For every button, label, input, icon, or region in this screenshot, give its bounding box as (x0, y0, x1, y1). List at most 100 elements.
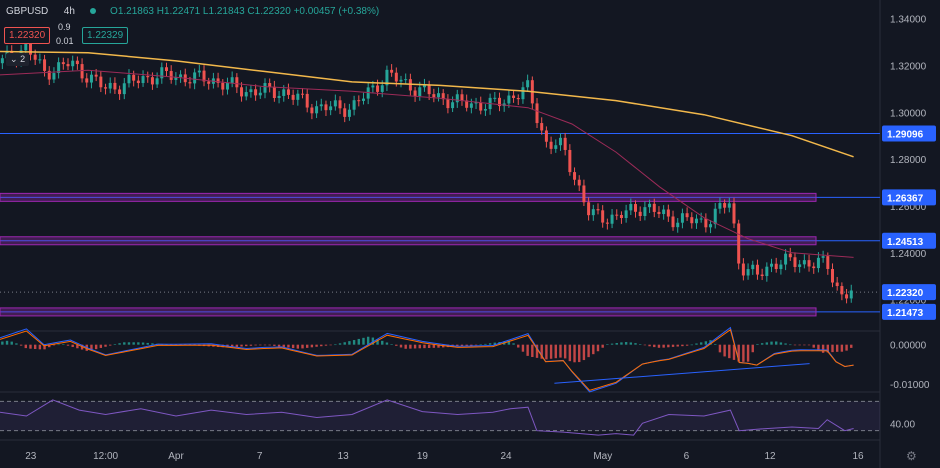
macd-histogram-bar (127, 342, 131, 345)
macd-histogram-bar (71, 344, 74, 347)
macd-histogram-bar (521, 344, 525, 352)
macd-histogram-bar (62, 344, 65, 346)
candle-body (615, 214, 619, 216)
rsi-line (0, 399, 854, 436)
candle-body (240, 87, 244, 97)
level-price-tag (882, 232, 936, 249)
candle-body (573, 172, 577, 180)
macd-histogram-bar (648, 344, 651, 347)
sell-button[interactable]: 1.22320 (4, 27, 51, 44)
macd-histogram-bar (357, 338, 360, 345)
macd-histogram-bar (118, 343, 121, 345)
macd-histogram-bar (760, 343, 764, 345)
candle-body (685, 213, 689, 218)
macd-histogram-bar (151, 343, 154, 345)
supply-demand-zone (0, 192, 817, 202)
candle-body (89, 74, 93, 83)
macd-histogram-bar (385, 342, 389, 345)
macd-histogram-bar (549, 344, 553, 359)
macd-histogram-bar (301, 344, 304, 349)
macd-histogram-bar (315, 344, 318, 347)
macd-histogram-bar (624, 342, 628, 345)
candle-body (61, 62, 65, 65)
macd-histogram-bar (803, 344, 806, 346)
indicator-count: 2 (20, 54, 26, 64)
macd-histogram-bar (320, 344, 323, 347)
time-axis[interactable]: 23 12:00 Apr 7 13 19 24 May 6 12 16 (25, 451, 864, 462)
indicators-toggle[interactable]: ⌄ 2 (6, 53, 30, 66)
macd-histogram-bar (779, 342, 783, 345)
candle-body (840, 286, 844, 295)
candle-body (540, 123, 544, 131)
macd-histogram-bar (413, 344, 417, 349)
macd-tick-label: 0.00000 (890, 341, 927, 352)
interval-label[interactable]: 4h (63, 6, 75, 17)
candle-body (230, 77, 234, 83)
macd-histogram-bar (517, 344, 520, 348)
macd-histogram-bar (554, 344, 557, 359)
candle-body (784, 253, 788, 265)
candle-body (174, 77, 178, 80)
time-tick-label: 19 (417, 451, 429, 462)
candle-body (333, 100, 337, 107)
candle-body (441, 93, 445, 100)
settings-gear-icon[interactable]: ⚙ (906, 449, 917, 463)
candle-body (497, 97, 501, 107)
macd-histogram-bar (756, 343, 759, 345)
buy-button[interactable]: 1.22329 (82, 27, 129, 44)
candle-body (624, 210, 628, 219)
macd-histogram-bar (277, 344, 281, 347)
candle-body (507, 95, 511, 104)
macd-histogram-bar (695, 343, 698, 345)
candle-body (244, 92, 248, 97)
macd-pane (0, 326, 854, 393)
candle-body (577, 179, 581, 186)
candle-body (127, 74, 131, 84)
candle-body (526, 80, 530, 88)
macd-histogram-bar (545, 344, 548, 360)
macd-histogram-bar (699, 342, 703, 345)
candle-body (118, 89, 122, 95)
candle-body (662, 209, 666, 215)
candle-body (305, 93, 309, 108)
candle-body (286, 89, 290, 95)
macd-histogram-bar (568, 344, 572, 362)
candle-body (404, 79, 408, 81)
macd-histogram-bar (723, 344, 726, 357)
macd-histogram-bar (643, 344, 647, 346)
candle-body (132, 74, 136, 81)
candle-body (315, 106, 319, 114)
macd-histogram-bar (793, 344, 797, 346)
macd-histogram-bar (751, 344, 754, 353)
ohlc-high: H1.22471 (156, 6, 201, 17)
candle-body (329, 106, 333, 111)
candle-body (33, 54, 37, 60)
candle-body (427, 84, 431, 95)
time-tick-label: Apr (168, 451, 184, 462)
macd-histogram-bar (235, 344, 239, 347)
macd-histogram-bar (94, 344, 98, 350)
candle-body (479, 102, 483, 111)
price-tick-label: 1.30000 (890, 108, 927, 119)
candle-body (338, 100, 342, 109)
candle-body (104, 87, 108, 89)
macd-histogram-bar (66, 344, 70, 346)
candle-body (263, 83, 267, 93)
symbol-header[interactable]: GBPUSD 4h O1.21863 H1.22471 L1.21843 C1.… (6, 6, 379, 17)
symbol-name[interactable]: GBPUSD (6, 6, 49, 17)
candle-body (28, 43, 32, 55)
candle-body (619, 214, 623, 219)
candle-body (755, 264, 759, 275)
macd-histogram-bar (5, 340, 9, 345)
macd-histogram-bar (470, 344, 473, 346)
quantity-input[interactable]: 0.01 (56, 36, 74, 46)
candle-body (610, 214, 614, 224)
macd-histogram-bar (10, 341, 13, 345)
macd-histogram-bar (592, 344, 595, 355)
price-tick-label: 1.34000 (890, 15, 927, 26)
macd-histogram-bar (268, 344, 271, 346)
candle-body (521, 87, 525, 100)
candle-body (845, 294, 849, 299)
price-axis[interactable]: 1.34000 1.32000 1.30000 1.28000 1.26000 1.240… (882, 15, 936, 431)
